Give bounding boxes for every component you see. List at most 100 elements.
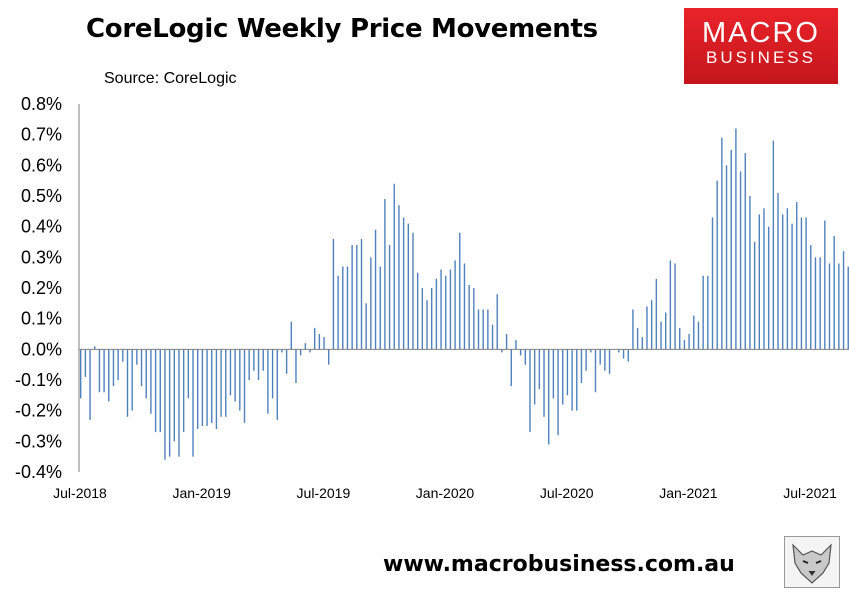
bar	[468, 284, 470, 350]
bar	[828, 263, 831, 350]
bar	[459, 232, 461, 350]
bar	[510, 349, 512, 387]
bar	[248, 349, 250, 380]
bar	[576, 349, 578, 411]
bar	[323, 337, 325, 350]
bar	[84, 349, 87, 377]
bar	[646, 306, 648, 350]
bar	[215, 349, 218, 430]
bar	[262, 349, 264, 371]
bar	[295, 349, 297, 384]
bar	[290, 321, 292, 350]
chart-bars	[80, 128, 849, 460]
bar	[384, 199, 386, 350]
bar	[374, 229, 377, 350]
bar	[89, 349, 91, 420]
bar	[515, 340, 517, 350]
bar	[253, 349, 255, 371]
bar	[660, 321, 662, 350]
bar	[674, 263, 676, 350]
bar	[126, 349, 129, 417]
y-tick-label: 0.1%	[21, 309, 62, 329]
bar	[533, 349, 536, 405]
bar	[716, 180, 718, 350]
bar	[519, 349, 522, 356]
bar	[454, 260, 456, 350]
bar	[505, 334, 508, 350]
bar	[103, 349, 105, 393]
bar	[632, 309, 634, 350]
bar	[721, 137, 723, 350]
bar	[346, 266, 349, 350]
bar	[407, 223, 409, 350]
bar	[187, 349, 190, 399]
bar	[838, 263, 840, 350]
bar	[501, 349, 503, 353]
bar	[388, 245, 391, 350]
bar	[257, 349, 260, 380]
x-tick-label: Jul-2019	[297, 485, 351, 501]
bar	[758, 214, 760, 350]
bar	[566, 349, 569, 396]
bar	[590, 349, 592, 353]
logo-line-2: BUSINESS	[706, 48, 816, 67]
y-tick-label: -0.3%	[15, 431, 62, 451]
bar	[164, 349, 166, 460]
bar	[753, 242, 756, 350]
bar	[683, 340, 686, 350]
bar	[365, 303, 367, 350]
x-tick-label: Jul-2021	[783, 485, 837, 501]
bar	[548, 349, 550, 445]
bar	[449, 269, 452, 350]
bar	[393, 183, 395, 350]
bar	[842, 251, 845, 350]
bar	[342, 266, 344, 350]
y-axis: 0.8% 0.7% 0.6% 0.5% 0.4% 0.3% 0.2% 0.1% 0.0% -0.1…	[15, 94, 80, 482]
bar	[693, 315, 695, 350]
bar	[337, 275, 339, 350]
bar	[98, 349, 101, 393]
x-tick-label: Jan-2020	[416, 485, 475, 501]
bar	[735, 128, 737, 350]
bar	[772, 140, 775, 350]
bar	[379, 266, 381, 350]
y-tick-label: 0.5%	[21, 186, 62, 206]
bar	[276, 349, 278, 420]
bar	[777, 192, 779, 350]
bar	[538, 349, 541, 390]
bar	[154, 349, 157, 433]
bar	[299, 349, 302, 356]
bar	[173, 349, 175, 442]
bar	[351, 245, 353, 350]
bar	[117, 349, 119, 380]
bar	[665, 312, 667, 350]
bar	[594, 349, 597, 393]
bar	[168, 349, 171, 457]
bar	[201, 349, 204, 426]
bar	[529, 349, 531, 433]
bar	[744, 153, 746, 350]
bar	[328, 349, 330, 365]
bar	[159, 349, 161, 433]
bar	[281, 349, 283, 353]
bar	[435, 278, 438, 350]
bar	[641, 337, 643, 350]
y-tick-label: -0.1%	[15, 370, 62, 390]
x-tick-label: Jul-2020	[540, 485, 594, 501]
bar	[599, 349, 601, 365]
bar	[833, 235, 835, 350]
macrobusiness-logo[interactable]: MACRO BUSINESS	[684, 8, 838, 84]
bar	[557, 349, 559, 436]
bar	[122, 349, 124, 362]
bar	[136, 349, 138, 365]
bar	[285, 349, 288, 374]
bar	[80, 349, 82, 399]
bar	[94, 346, 96, 350]
bar	[416, 272, 419, 350]
bar	[805, 217, 807, 350]
footer-url[interactable]: www.macrobusiness.com.au	[383, 552, 735, 577]
bar	[304, 343, 307, 350]
y-tick-label: 0.0%	[21, 339, 62, 359]
x-tick-label: Jan-2019	[173, 485, 232, 501]
